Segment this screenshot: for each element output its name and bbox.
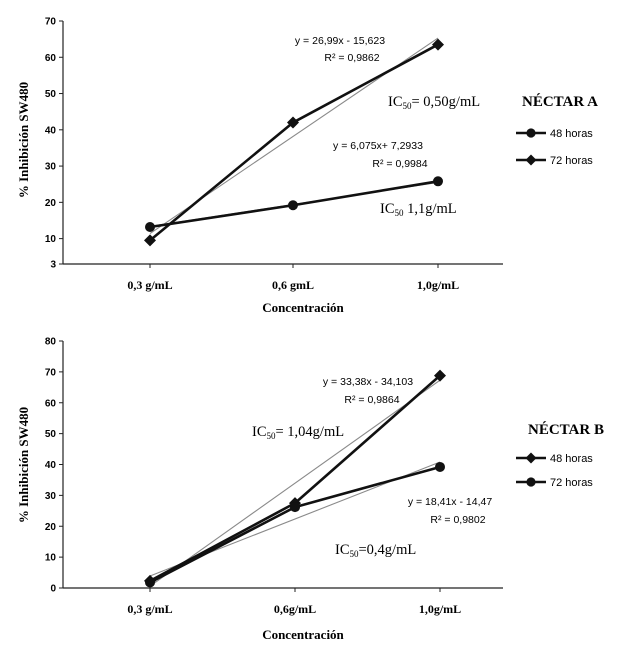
trendline-equation: y = 26,99x - 15,623 bbox=[295, 35, 385, 47]
data-point bbox=[433, 176, 443, 187]
data-point bbox=[287, 116, 299, 129]
y-tick-label: 10 bbox=[45, 553, 57, 564]
y-tick-label: 50 bbox=[45, 89, 57, 100]
data-point bbox=[145, 222, 155, 233]
y-axis-title: % Inhibición SW480 bbox=[16, 82, 31, 198]
y-tick-label: 60 bbox=[45, 53, 57, 64]
legend: NÉCTAR A 48 horas 72 horas bbox=[516, 93, 598, 167]
trendline-equation: y = 6,075x+ 7,2933 bbox=[333, 140, 423, 152]
trendline-r2: R² = 0,9984 bbox=[372, 158, 427, 170]
y-tick-label: 30 bbox=[45, 491, 57, 502]
series-line bbox=[149, 465, 441, 584]
chart-nectar-a: 3 10 20 30 40 50 60 70 0,3 g/mL 0,6 gmL 1,0g/mL %… bbox=[16, 17, 598, 316]
y-tick-label: 70 bbox=[45, 17, 57, 28]
data-point bbox=[288, 200, 298, 211]
y-tick-label: 0 bbox=[50, 584, 56, 595]
x-axis-title: Concentración bbox=[262, 627, 344, 642]
legend-label: 72 horas bbox=[550, 477, 593, 489]
data-points bbox=[144, 38, 444, 247]
chart-nectar-b: 0 10 20 30 40 50 60 70 80 0,3 g/mL 0,6g/mL 1,0g/mL… bbox=[16, 337, 604, 643]
legend: NÉCTAR B 48 horas 72 horas bbox=[516, 421, 604, 489]
data-point bbox=[435, 461, 445, 472]
legend-item-72-horas: 72 horas bbox=[516, 154, 593, 167]
trendline-r2: R² = 0,9862 bbox=[324, 52, 379, 64]
data-point bbox=[432, 38, 444, 51]
x-tick-label: 0,3 g/mL bbox=[127, 602, 172, 616]
y-tick-label: 10 bbox=[45, 234, 57, 245]
x-tick-label: 1,0g/mL bbox=[419, 602, 461, 616]
y-axis-title: % Inhibición SW480 bbox=[16, 407, 31, 523]
y-tick-label: 20 bbox=[45, 198, 57, 209]
data-points bbox=[144, 369, 446, 588]
legend-item-48-horas: 48 horas bbox=[516, 452, 593, 465]
legend-title: NÉCTAR A bbox=[522, 93, 598, 110]
y-tick-label: 40 bbox=[45, 125, 57, 136]
data-point bbox=[144, 234, 156, 247]
legend-item-48-horas: 48 horas bbox=[516, 128, 593, 140]
y-tick-label: 3 bbox=[50, 260, 56, 271]
x-tick-labels: 0,3 g/mL 0,6g/mL 1,0g/mL bbox=[127, 602, 461, 616]
legend-label: 48 horas bbox=[550, 453, 593, 465]
axes bbox=[59, 20, 503, 268]
x-tick-label: 0,6g/mL bbox=[274, 602, 316, 616]
trendline bbox=[149, 379, 441, 587]
legend-item-72-horas: 72 horas bbox=[516, 477, 593, 489]
trendline-equation: y = 18,41x - 14,47 bbox=[408, 496, 493, 508]
y-tick-label: 40 bbox=[45, 460, 57, 471]
y-tick-label: 50 bbox=[45, 429, 57, 440]
trendline-r2: R² = 0,9802 bbox=[430, 514, 485, 526]
ic50-annotation: IC50 1,1g/mL bbox=[380, 201, 457, 218]
data-point bbox=[145, 577, 155, 588]
x-tick-label: 1,0g/mL bbox=[417, 278, 459, 292]
y-tick-label: 30 bbox=[45, 162, 57, 173]
y-tick-label: 20 bbox=[45, 522, 57, 533]
x-tick-label: 0,3 g/mL bbox=[127, 278, 172, 292]
axes bbox=[59, 340, 503, 592]
legend-label: 48 horas bbox=[550, 128, 593, 140]
trendline-r2: R² = 0,9864 bbox=[344, 394, 399, 406]
y-tick-label: 60 bbox=[45, 398, 57, 409]
data-point bbox=[290, 502, 300, 513]
ic50-annotation: IC50=0,4g/mL bbox=[335, 542, 416, 559]
trendline-equation: y = 33,38x - 34,103 bbox=[323, 376, 413, 388]
x-axis-title: Concentración bbox=[262, 300, 344, 315]
ic50-annotation: IC50= 0,50g/mL bbox=[388, 94, 480, 111]
x-tick-labels: 0,3 g/mL 0,6 gmL 1,0g/mL bbox=[127, 278, 459, 292]
legend-title: NÉCTAR B bbox=[528, 421, 604, 438]
data-point bbox=[434, 369, 446, 382]
legend-label: 72 horas bbox=[550, 155, 593, 167]
y-tick-labels: 0 10 20 30 40 50 60 70 80 bbox=[45, 337, 57, 595]
y-tick-labels: 3 10 20 30 40 50 60 70 bbox=[45, 17, 57, 271]
y-tick-label: 70 bbox=[45, 367, 57, 378]
y-tick-label: 80 bbox=[45, 337, 57, 348]
x-tick-label: 0,6 gmL bbox=[272, 278, 314, 292]
ic50-annotation: IC50= 1,04g/mL bbox=[252, 424, 344, 441]
